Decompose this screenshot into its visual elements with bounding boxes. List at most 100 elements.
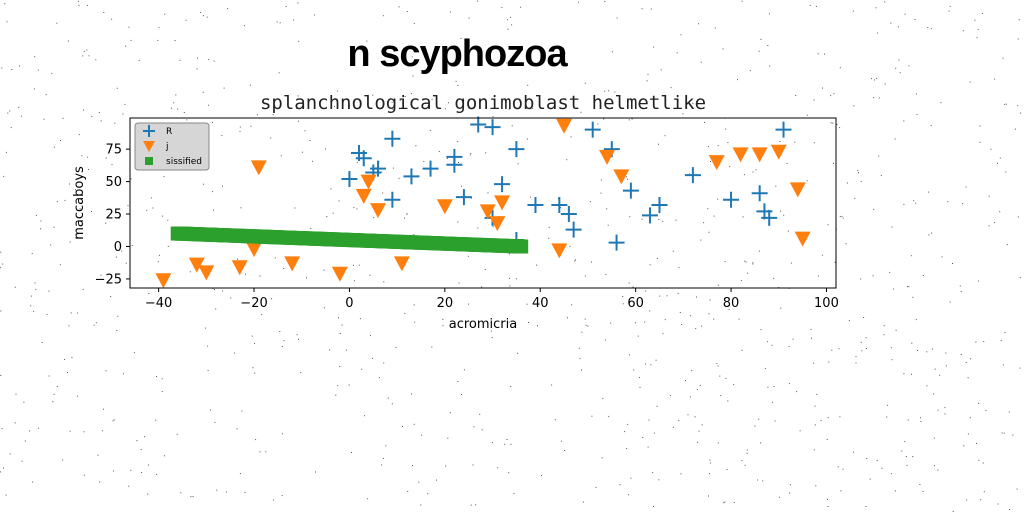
noise-dot bbox=[824, 53, 825, 55]
noise-dot bbox=[460, 37, 462, 39]
noise-dot bbox=[112, 420, 114, 422]
noise-dot bbox=[338, 200, 340, 202]
noise-dot bbox=[717, 442, 719, 444]
noise-dot bbox=[604, 90, 606, 92]
noise-dot bbox=[526, 303, 528, 305]
noise-dot bbox=[578, 1, 580, 3]
noise-dot bbox=[884, 1, 886, 3]
noise-dot bbox=[399, 100, 401, 102]
noise-dot bbox=[650, 8, 652, 10]
noise-dot bbox=[930, 28, 932, 30]
noise-dot bbox=[415, 145, 417, 147]
noise-dot bbox=[743, 174, 745, 176]
noise-dot bbox=[35, 288, 37, 290]
noise-dot bbox=[537, 325, 538, 327]
x-tick-label: −20 bbox=[240, 296, 267, 311]
noise-dot bbox=[913, 200, 915, 202]
noise-dot bbox=[893, 288, 894, 290]
noise-dot bbox=[531, 107, 533, 109]
noise-dot bbox=[584, 318, 586, 320]
noise-dot bbox=[727, 400, 729, 402]
noise-dot bbox=[883, 334, 885, 336]
noise-dot bbox=[566, 159, 568, 161]
point-R bbox=[622, 182, 639, 199]
noise-dot bbox=[806, 114, 808, 116]
noise-dot bbox=[839, 416, 841, 418]
noise-dot bbox=[221, 135, 223, 137]
noise-dot bbox=[130, 178, 132, 180]
point-j bbox=[198, 265, 215, 281]
noise-dot bbox=[914, 19, 916, 20]
noise-dot bbox=[570, 136, 572, 138]
noise-dot bbox=[853, 451, 854, 453]
noise-dot bbox=[56, 22, 58, 24]
noise-dot bbox=[356, 161, 358, 163]
noise-dot bbox=[202, 91, 204, 93]
noise-dot bbox=[591, 261, 592, 263]
noise-dot bbox=[681, 324, 683, 325]
noise-dot bbox=[407, 490, 409, 492]
noise-dot bbox=[691, 370, 693, 372]
noise-dot bbox=[161, 391, 163, 392]
noise-dot bbox=[24, 440, 26, 442]
point-R bbox=[608, 234, 625, 251]
noise-dot bbox=[928, 234, 930, 236]
noise-dot bbox=[53, 146, 55, 148]
noise-dot bbox=[398, 6, 400, 8]
noise-dot bbox=[579, 358, 581, 360]
noise-dot bbox=[493, 95, 495, 97]
noise-dot bbox=[497, 467, 499, 469]
x-tick-label: 20 bbox=[437, 296, 454, 311]
y-tick-label: 75 bbox=[105, 143, 122, 158]
noise-dot bbox=[631, 118, 633, 120]
noise-dot bbox=[826, 438, 828, 440]
series-sissified bbox=[170, 226, 529, 254]
point-R bbox=[355, 150, 372, 167]
noise-dot bbox=[148, 464, 149, 466]
noise-dot bbox=[413, 22, 415, 24]
noise-dot bbox=[475, 504, 477, 506]
noise-dot bbox=[3, 467, 4, 469]
noise-dot bbox=[789, 492, 791, 494]
noise-dot bbox=[719, 375, 721, 377]
noise-dot bbox=[116, 87, 118, 89]
noise-dot bbox=[504, 443, 506, 445]
noise-dot bbox=[60, 140, 61, 141]
noise-dot bbox=[438, 151, 440, 152]
noise-dot bbox=[587, 325, 589, 327]
noise-dot bbox=[707, 146, 709, 148]
noise-dot bbox=[903, 203, 905, 205]
noise-dot bbox=[767, 386, 769, 388]
noise-dot bbox=[838, 348, 840, 350]
noise-dot bbox=[335, 394, 337, 396]
noise-dot bbox=[877, 32, 878, 34]
noise-dot bbox=[185, 19, 187, 21]
noise-dot bbox=[412, 75, 414, 77]
noise-dot bbox=[98, 112, 100, 113]
noise-dot bbox=[917, 350, 919, 351]
noise-dot bbox=[653, 432, 655, 434]
noise-dot bbox=[259, 275, 261, 277]
noise-dot bbox=[912, 296, 914, 298]
noise-dot bbox=[77, 0, 79, 2]
noise-dot bbox=[88, 169, 89, 170]
noise-dot bbox=[79, 208, 81, 210]
noise-dot bbox=[647, 73, 649, 75]
noise-dot bbox=[158, 254, 160, 256]
noise-dot bbox=[584, 82, 586, 84]
noise-dot bbox=[330, 188, 332, 190]
noise-dot bbox=[406, 213, 408, 215]
noise-dot bbox=[461, 394, 463, 395]
noise-dot bbox=[700, 61, 702, 63]
noise-dot bbox=[68, 183, 70, 185]
noise-dot bbox=[911, 373, 912, 375]
noise-dot bbox=[254, 342, 255, 344]
noise-dot bbox=[202, 183, 204, 185]
noise-dot bbox=[293, 19, 295, 21]
noise-dot bbox=[237, 258, 239, 260]
noise-dot bbox=[91, 211, 92, 212]
noise-dot bbox=[816, 393, 818, 395]
noise-dot bbox=[875, 7, 877, 9]
noise-dot bbox=[359, 318, 361, 320]
noise-dot bbox=[616, 17, 618, 19]
